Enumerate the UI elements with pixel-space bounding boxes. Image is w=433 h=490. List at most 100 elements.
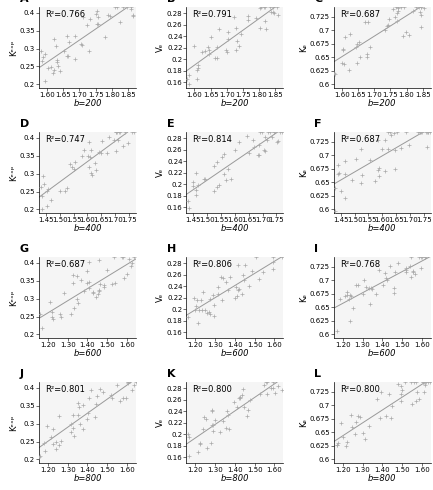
Point (356, 53, 363, 61)
Point (224, 407, 231, 415)
Point (237, 30, 244, 38)
Point (412, 270, 419, 278)
Point (417, 253, 424, 261)
Point (368, 285, 375, 293)
Point (128, 260, 135, 268)
Point (410, 7, 417, 15)
Point (418, 265, 425, 272)
Point (63, 184, 70, 192)
Point (96, 287, 103, 295)
Point (80, 13, 87, 21)
Point (226, 273, 233, 281)
Point (423, 128, 430, 136)
Point (220, 150, 227, 158)
Point (266, 128, 273, 136)
Point (378, 145, 385, 152)
Point (129, 128, 136, 136)
Text: R²=0.800: R²=0.800 (192, 385, 232, 394)
X-axis label: b=800: b=800 (221, 474, 249, 483)
Point (415, 395, 422, 403)
Point (403, 266, 410, 273)
Point (270, 253, 277, 261)
Text: A: A (19, 0, 28, 4)
Point (207, 311, 213, 319)
Point (87, 15, 94, 23)
Point (348, 292, 355, 299)
Point (227, 175, 234, 183)
Point (112, 3, 119, 11)
Point (270, 8, 277, 16)
Point (243, 413, 250, 420)
Point (353, 281, 360, 289)
Point (68, 429, 75, 437)
Point (246, 283, 252, 291)
Point (418, 23, 425, 31)
Point (129, 11, 136, 19)
Point (95, 286, 102, 294)
Point (266, 3, 273, 11)
Y-axis label: Vₑ: Vₑ (156, 168, 165, 177)
Point (223, 176, 230, 184)
Point (373, 290, 380, 297)
Point (256, 128, 263, 136)
Point (131, 381, 138, 389)
Point (410, 267, 417, 274)
Point (65, 52, 72, 60)
Point (93, 293, 100, 301)
Point (355, 412, 362, 420)
Point (407, 262, 414, 270)
Point (42, 76, 49, 84)
Point (232, 146, 239, 154)
Point (262, 378, 269, 386)
Point (68, 311, 74, 319)
Point (109, 280, 116, 288)
Point (381, 269, 388, 277)
Point (48, 196, 55, 204)
Point (115, 128, 122, 136)
Point (194, 66, 200, 74)
Point (261, 381, 268, 389)
Point (335, 161, 342, 169)
Point (185, 197, 192, 205)
Point (268, 133, 275, 141)
Point (93, 400, 100, 408)
Point (107, 12, 113, 20)
Point (209, 427, 216, 435)
Y-axis label: Kᵉˣᵖ: Kᵉˣᵖ (9, 165, 18, 181)
Point (76, 420, 83, 428)
Point (232, 46, 239, 53)
Point (107, 391, 114, 399)
Point (210, 421, 216, 429)
Point (420, 389, 427, 396)
Point (194, 295, 200, 303)
Point (71, 432, 78, 440)
Point (425, 378, 432, 386)
Point (218, 296, 225, 304)
Point (90, 288, 97, 296)
Point (79, 401, 86, 409)
Point (235, 286, 242, 294)
Point (94, 290, 101, 298)
Point (46, 297, 53, 305)
Point (124, 3, 131, 11)
Point (113, 128, 120, 136)
Point (379, 281, 386, 289)
Point (49, 69, 56, 76)
Point (399, 386, 406, 393)
Point (64, 32, 71, 40)
X-axis label: b=800: b=800 (368, 474, 397, 483)
Point (338, 187, 345, 195)
Point (344, 438, 351, 445)
Text: R²=0.747: R²=0.747 (45, 135, 85, 144)
Point (223, 423, 229, 431)
Point (122, 128, 129, 136)
Point (198, 306, 205, 314)
Point (249, 136, 256, 144)
Point (44, 422, 51, 430)
Point (88, 171, 95, 178)
Point (194, 181, 201, 189)
Y-axis label: Kᵉˣᵖ: Kᵉˣᵖ (9, 415, 18, 431)
Point (386, 262, 393, 270)
Point (39, 192, 46, 200)
Point (209, 291, 216, 299)
